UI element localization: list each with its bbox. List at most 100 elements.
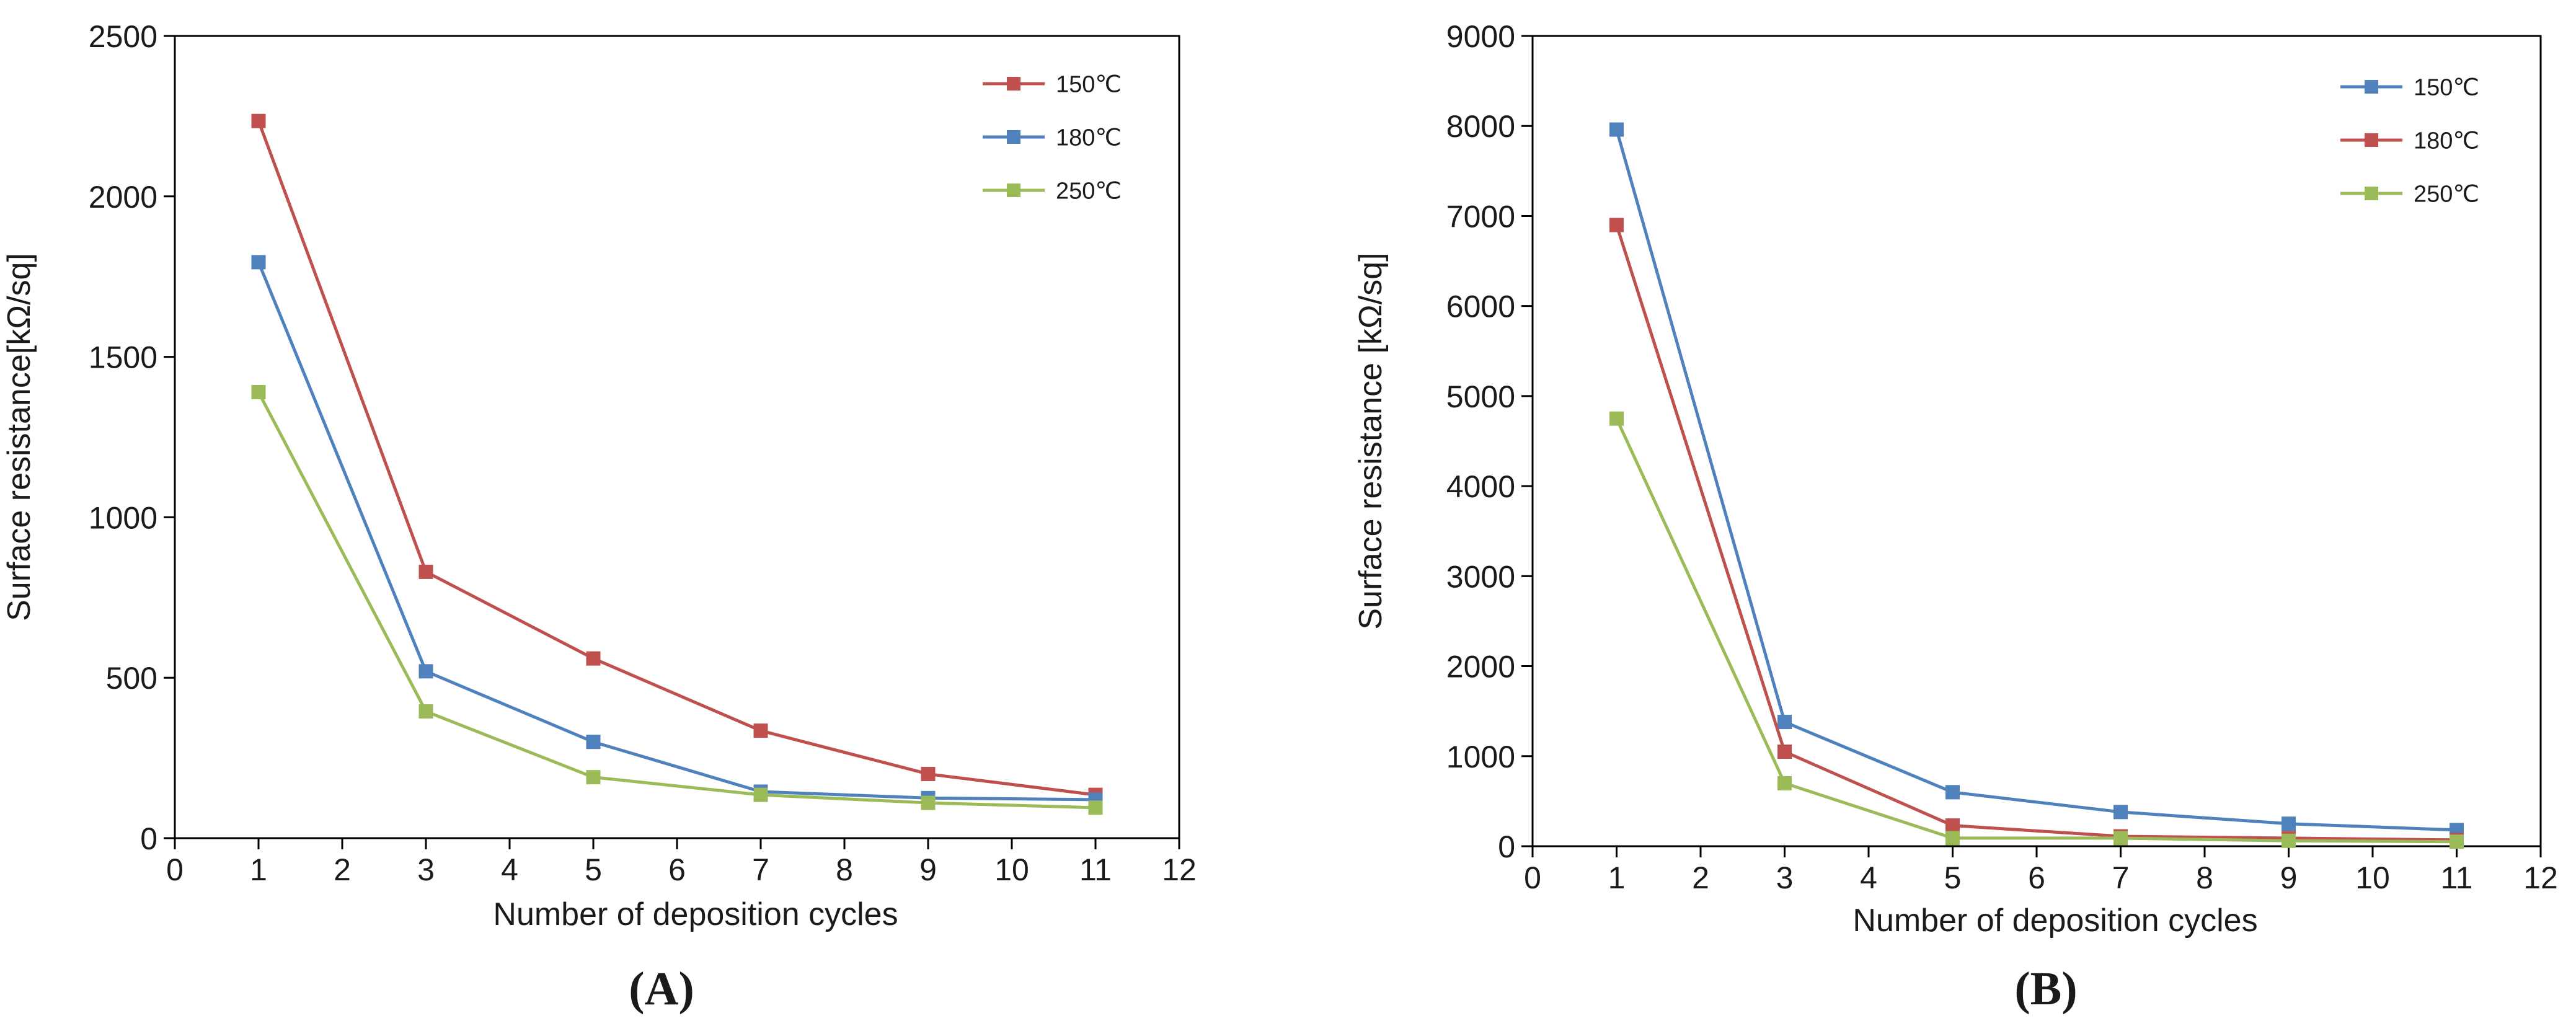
x-tick-label: 11	[1079, 852, 1112, 887]
data-point	[1777, 776, 1792, 790]
data-point	[1945, 831, 1960, 846]
y-tick-label: 0	[140, 821, 157, 856]
legend-marker	[1007, 77, 1020, 91]
panel-letter: B	[2030, 963, 2062, 1015]
data-point	[251, 385, 266, 400]
series-line-2	[257, 261, 1096, 802]
y-axis-label: Surface resistance [kΩ/sq]	[1353, 252, 1389, 629]
y-tick-label: 1000	[89, 500, 157, 535]
x-tick-label: 5	[585, 852, 602, 887]
legend-label: 150℃	[1056, 72, 1122, 98]
y-axis-label: Surface resistance[kΩ/sq]	[1, 253, 37, 621]
data-point	[921, 766, 936, 781]
legend-label: 180℃	[2414, 128, 2479, 154]
x-tick-label: 9	[2280, 860, 2298, 895]
data-point	[1945, 785, 1960, 800]
x-axis-label: Number of deposition cycles	[1852, 903, 2257, 939]
x-tick-label: 4	[501, 852, 518, 887]
y-tick-label: 500	[106, 661, 157, 696]
x-tick-label: 10	[994, 852, 1029, 887]
data-point	[1945, 818, 1960, 833]
x-tick-label: 7	[2112, 860, 2130, 895]
x-tick-label: 8	[836, 852, 853, 887]
y-tick-label: 6000	[1446, 290, 1515, 324]
data-point	[418, 704, 433, 719]
y-tick-label: 0	[1498, 829, 1515, 864]
legend-label: 250℃	[1056, 179, 1122, 205]
data-point	[921, 795, 936, 810]
plot-area	[174, 35, 1180, 839]
y-tick-label: 3000	[1446, 559, 1515, 594]
x-tick-label: 6	[668, 852, 686, 887]
x-tick-label: 12	[2523, 860, 2558, 895]
y-tick-label: 1000	[1446, 740, 1515, 774]
legend-marker	[1007, 130, 1020, 144]
data-point	[753, 787, 768, 802]
data-point	[251, 255, 266, 270]
legend-marker	[2365, 187, 2378, 200]
data-point	[1088, 800, 1103, 815]
plot-area	[1531, 35, 2542, 847]
legend-marker	[1007, 184, 1020, 197]
data-point	[2113, 805, 2128, 820]
x-tick-label: 0	[1524, 860, 1541, 895]
data-point	[2282, 833, 2296, 848]
x-tick-label: 2	[334, 852, 351, 887]
x-tick-label: 10	[2355, 860, 2390, 895]
panel-label: (A)	[629, 963, 694, 1015]
panel-label: (B)	[2014, 963, 2077, 1015]
x-tick-label: 8	[2196, 860, 2213, 895]
y-tick-label: 9000	[1446, 19, 1515, 54]
x-tick-label: 11	[2441, 860, 2473, 895]
x-tick-label: 6	[2028, 860, 2045, 895]
y-tick-label: 2000	[1446, 650, 1515, 684]
x-tick-label: 4	[1860, 860, 1877, 895]
data-point	[2450, 834, 2464, 849]
x-tick-label: 7	[752, 852, 769, 887]
data-point	[418, 564, 433, 579]
data-point	[586, 770, 601, 785]
data-point	[586, 651, 601, 666]
legend-label: 150℃	[2414, 75, 2479, 101]
data-point	[753, 723, 768, 738]
y-tick-label: 7000	[1446, 199, 1515, 234]
data-point	[2113, 831, 2128, 846]
data-point	[1609, 122, 1624, 137]
data-point	[1777, 715, 1792, 730]
data-point	[251, 113, 266, 128]
legend-label: 180℃	[1056, 125, 1122, 151]
series-line-3	[1615, 418, 2457, 844]
x-tick-label: 1	[1608, 860, 1626, 895]
y-tick-label: 5000	[1446, 379, 1515, 414]
series-line-3	[257, 391, 1096, 810]
x-tick-label: 2	[1692, 860, 1709, 895]
x-tick-label: 3	[417, 852, 435, 887]
y-tick-label: 1500	[89, 340, 157, 375]
x-tick-label: 0	[166, 852, 184, 887]
x-tick-label: 3	[1776, 860, 1794, 895]
series-line-1	[1615, 129, 2457, 832]
series-line-1	[257, 120, 1096, 797]
data-point	[1609, 411, 1624, 426]
y-tick-label: 2000	[89, 180, 157, 214]
data-point	[1609, 218, 1624, 232]
x-tick-label: 12	[1162, 852, 1197, 887]
series-line-2	[1615, 224, 2457, 842]
panel-letter: A	[645, 963, 679, 1015]
y-tick-label: 8000	[1446, 109, 1515, 144]
legend-label: 250℃	[2414, 182, 2479, 208]
data-point	[586, 735, 601, 750]
y-tick-label: 2500	[89, 19, 157, 54]
x-axis-label: Number of deposition cycles	[493, 896, 898, 932]
x-tick-label: 1	[250, 852, 267, 887]
legend-marker	[2365, 80, 2378, 94]
x-tick-label: 9	[919, 852, 937, 887]
y-tick-label: 4000	[1446, 469, 1515, 504]
data-point	[418, 664, 433, 679]
legend-marker	[2365, 133, 2378, 147]
data-point	[2282, 816, 2296, 831]
